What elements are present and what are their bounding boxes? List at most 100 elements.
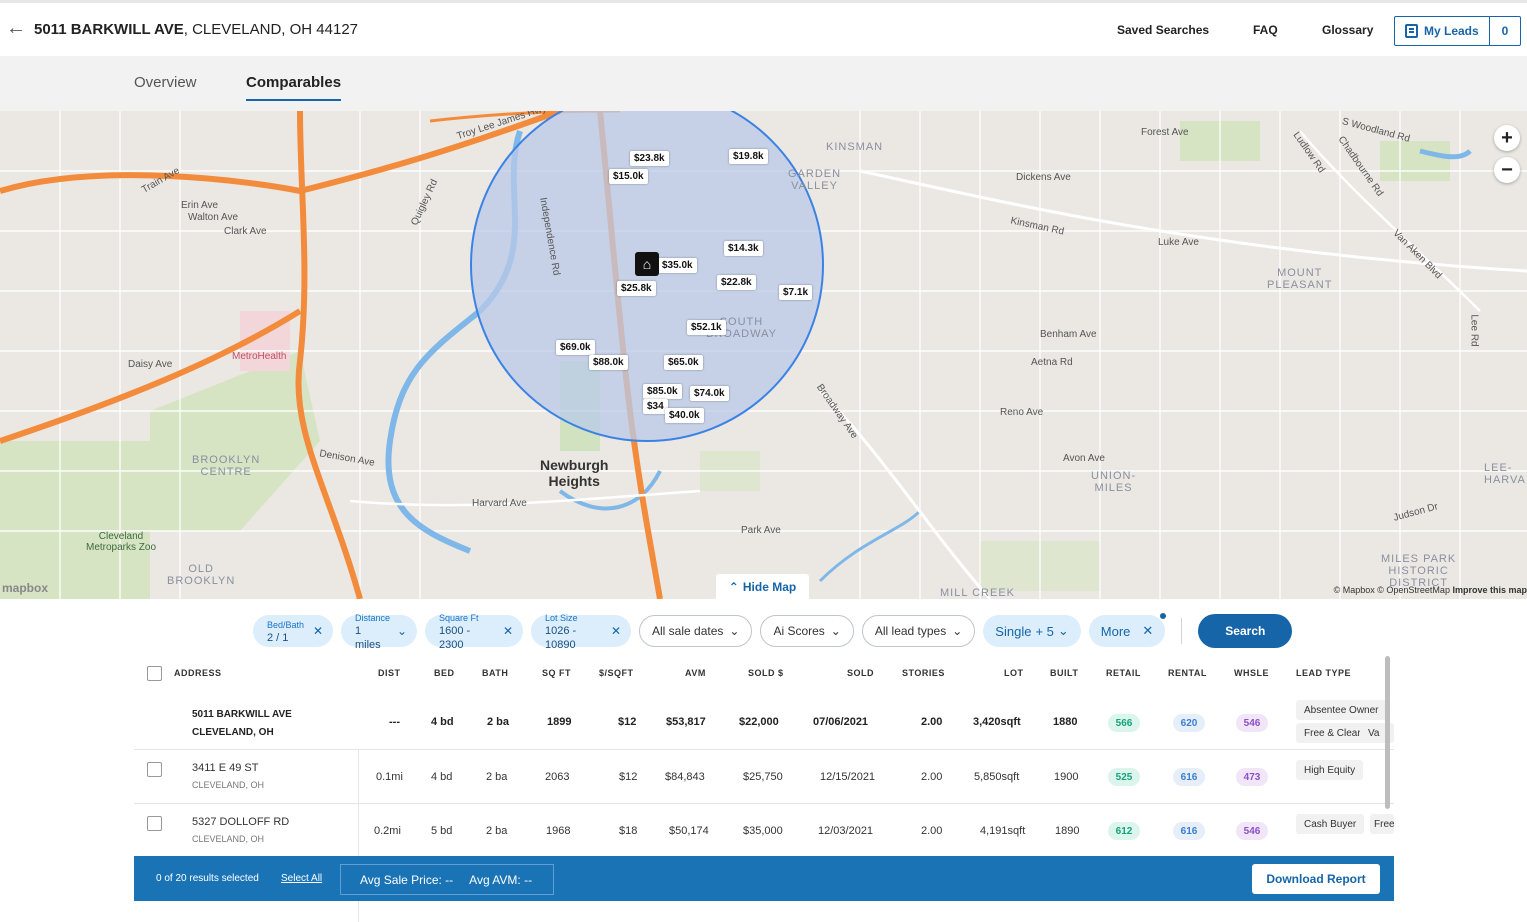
comp-price-tag[interactable]: $74.0k — [690, 386, 729, 401]
tab-overview[interactable]: Overview — [134, 74, 197, 91]
comp-price-tag[interactable]: $14.3k — [724, 241, 763, 256]
select-all-link[interactable]: Select All — [281, 873, 323, 884]
col-sold-date[interactable]: SOLD — [847, 668, 875, 678]
filter-bed-bath[interactable]: Bed/Bath 2 / 1 ✕ — [253, 615, 333, 647]
col-sqft[interactable]: SQ FT — [542, 668, 571, 678]
ai-scores-select[interactable]: Ai Scores ⌄ — [760, 615, 854, 647]
glossary-link[interactable]: Glossary — [1322, 23, 1374, 37]
sale-dates-select[interactable]: All sale dates ⌄ — [639, 615, 753, 647]
col-bath[interactable]: BATH — [482, 668, 509, 678]
col-dist[interactable]: DIST — [378, 668, 401, 678]
map-label-clark-ave: Clark Ave — [224, 226, 267, 237]
selection-action-bar: 0 of 20 results selected Select All Avg … — [134, 856, 1394, 901]
lead-type-chip: Absentee Owner — [1296, 700, 1387, 720]
active-indicator-dot — [1159, 612, 1168, 620]
rental-score-badge: 620 — [1173, 714, 1205, 732]
comp-price-tag[interactable]: $34 — [643, 399, 668, 414]
search-button[interactable]: Search — [1198, 614, 1293, 648]
subject-home-icon[interactable]: ⌂ — [635, 252, 659, 276]
col-bed[interactable]: BED — [434, 668, 455, 678]
table-scrollbar[interactable] — [1385, 656, 1390, 809]
zoom-out-button[interactable]: − — [1494, 157, 1520, 183]
close-icon[interactable]: ✕ — [502, 624, 513, 638]
map-label-aetna: Aetna Rd — [1031, 357, 1073, 368]
map-label-luke: Luke Ave — [1158, 237, 1199, 248]
comp-price-tag[interactable]: $7.1k — [779, 285, 813, 300]
col-retail[interactable]: RETAIL — [1106, 668, 1141, 678]
comp-price-tag[interactable]: $88.0k — [589, 355, 628, 370]
map-label-old-brooklyn: OLD BROOKLYN — [167, 563, 236, 587]
map-label-lee-harvard: LEE- HARVA — [1484, 462, 1526, 486]
map-attribution: © Mapbox © OpenStreetMap Improve this ma… — [1333, 585, 1527, 595]
back-arrow-icon[interactable]: ← — [6, 17, 26, 39]
close-icon[interactable]: ✕ — [312, 624, 323, 638]
row-checkbox[interactable] — [147, 816, 162, 831]
col-avm[interactable]: AVM — [685, 668, 706, 678]
comp-price-tag[interactable]: $15.0k — [609, 169, 648, 184]
col-rental[interactable]: RENTAL — [1168, 668, 1207, 678]
col-sold-price[interactable]: SOLD $ — [748, 668, 784, 678]
zoom-in-button[interactable]: + — [1494, 125, 1520, 151]
filter-lot-size[interactable]: Lot Size 1026 - 10890 ✕ — [531, 613, 631, 651]
col-built[interactable]: BUILT — [1050, 668, 1079, 678]
more-filters-button[interactable]: More ✕ — [1088, 612, 1168, 647]
rental-score-badge: 616 — [1173, 768, 1205, 786]
filter-square-ft[interactable]: Square Ft 1600 - 2300 ✕ — [425, 613, 523, 651]
comp-price-tag[interactable]: $22.8k — [717, 275, 756, 290]
hide-map-button[interactable]: ⌃ Hide Map — [716, 574, 809, 599]
row-checkbox[interactable] — [147, 762, 162, 777]
col-whsle[interactable]: WHSLE — [1234, 668, 1269, 678]
map-label-park-ave: Park Ave — [741, 525, 781, 536]
lead-types-select[interactable]: All lead types ⌄ — [861, 615, 976, 647]
comp-price-tag[interactable]: $19.8k — [729, 149, 768, 164]
comp-price-tag[interactable]: $65.0k — [664, 355, 703, 370]
map-label-daisy: Daisy Ave — [128, 359, 173, 370]
comp-price-tag[interactable]: $52.1k — [687, 320, 726, 335]
filter-distance[interactable]: Distance 1 miles ⌄ — [341, 613, 417, 651]
comp-price-tag[interactable]: $25.8k — [617, 281, 656, 296]
table-row[interactable]: 5327 DOLLOFF RD CLEVELAND, OH 0.2mi 5 bd… — [134, 804, 1394, 858]
comp-price-tag[interactable]: $85.0k — [643, 384, 682, 399]
avg-sale-price: Avg Sale Price: -- — [360, 872, 454, 887]
retail-score-badge: 612 — [1108, 822, 1140, 840]
map-label-brooklyn-centre: BROOKLYN CENTRE — [192, 454, 261, 478]
lead-type-chip: Free — [1370, 814, 1394, 834]
comparables-map[interactable]: Troy Lee James Hwy Train Ave Erin Ave Wa… — [0, 111, 1527, 599]
chevron-down-icon: ⌄ — [396, 624, 407, 638]
lead-type-chip: Cash Buyer — [1296, 814, 1365, 834]
comp-price-tag[interactable]: $40.0k — [665, 408, 704, 423]
close-icon[interactable]: ✕ — [610, 624, 621, 638]
saved-searches-link[interactable]: Saved Searches — [1117, 23, 1210, 37]
faq-link[interactable]: FAQ — [1253, 23, 1278, 37]
close-icon[interactable]: ✕ — [1142, 623, 1154, 638]
col-lot[interactable]: LOT — [1004, 668, 1024, 678]
averages-box: Avg Sale Price: -- Avg AVM: -- — [340, 864, 554, 895]
property-type-select[interactable]: Single + 5 ⌄ — [983, 615, 1081, 647]
map-base — [0, 111, 1527, 599]
chevron-up-icon: ⌃ — [728, 580, 739, 594]
lead-type-chip: High Equity — [1296, 760, 1364, 780]
tab-comparables[interactable]: Comparables — [246, 74, 342, 101]
map-label-zoo: Cleveland Metroparks Zoo — [86, 531, 157, 553]
comp-price-tag[interactable]: $23.8k — [630, 151, 669, 166]
col-lead-type[interactable]: LEAD TYPE — [1296, 668, 1352, 678]
comp-price-tag[interactable]: $35.0k — [658, 258, 697, 273]
col-stories[interactable]: STORIES — [902, 668, 945, 678]
comp-price-tag[interactable]: $69.0k — [556, 340, 595, 355]
subject-property-row[interactable]: 5011 BARKWILL AVE CLEVELAND, OH --- 4 bd… — [134, 696, 1394, 750]
select-all-checkbox[interactable] — [147, 666, 162, 681]
map-label-walton-ave: Walton Ave — [188, 212, 239, 223]
table-row[interactable]: 3411 E 49 ST CLEVELAND, OH 0.1mi 4 bd 2 … — [134, 750, 1394, 804]
improve-map-link[interactable]: Improve this map — [1452, 585, 1527, 595]
my-leads-button[interactable]: My Leads 0 — [1394, 16, 1521, 46]
column-divider — [358, 750, 359, 922]
col-address[interactable]: ADDRESS — [174, 668, 222, 678]
download-report-button[interactable]: Download Report — [1252, 864, 1380, 894]
whsle-score-badge: 473 — [1236, 768, 1268, 786]
col-ppsf[interactable]: $/SQFT — [599, 668, 634, 678]
map-label-lee-rd: Lee Rd — [1468, 314, 1480, 347]
lead-type-chip: Free & Clear — [1296, 723, 1369, 743]
map-label-miles-park: MILES PARK HISTORIC DISTRICT — [1381, 553, 1457, 589]
map-label-mount-pleasant: MOUNT PLEASANT — [1267, 267, 1333, 291]
filter-divider — [1181, 618, 1183, 644]
